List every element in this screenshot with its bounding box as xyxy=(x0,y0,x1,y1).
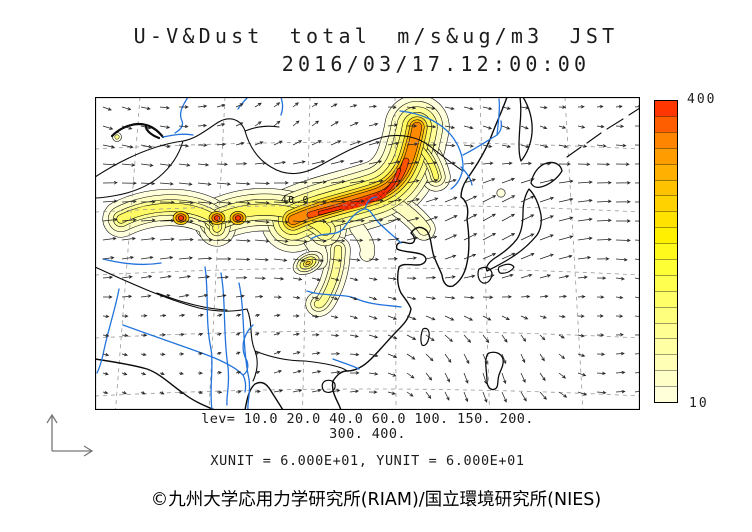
contour-levels-line1: lev= 10.0 20.0 40.0 60.0 100. 150. 200. xyxy=(201,411,534,427)
colorbar xyxy=(654,100,678,403)
river-layer xyxy=(96,96,503,411)
plot-title: U-V&Dust total m/s&ug/m3 JST xyxy=(133,24,619,48)
colorbar-max-label: 400 xyxy=(687,92,717,107)
coastline-layer xyxy=(94,96,641,411)
contour-levels-line2: 300. 400. xyxy=(329,426,406,442)
wind-vector-layer xyxy=(102,102,650,403)
map-frame xyxy=(94,96,641,411)
axis-orientation-arrows xyxy=(46,413,94,457)
copyright-text: ©九州大学応用力学研究所(RIAM)/国立環境研究所(NIES) xyxy=(150,490,602,510)
contour-value-label: 40.0 xyxy=(281,195,310,206)
plot-timestamp: 2016/03/17.12:00:00 xyxy=(281,52,591,76)
right-arrow-icon xyxy=(52,445,94,457)
dust-map-canvas: 40.0 xyxy=(94,94,650,411)
vector-units-label: XUNIT = 6.000E+01, YUNIT = 6.000E+01 xyxy=(210,453,525,469)
colorbar-min-label: 10 xyxy=(689,396,709,411)
map-plot-area: 40.0 xyxy=(94,94,650,411)
up-arrow-icon xyxy=(46,413,58,451)
